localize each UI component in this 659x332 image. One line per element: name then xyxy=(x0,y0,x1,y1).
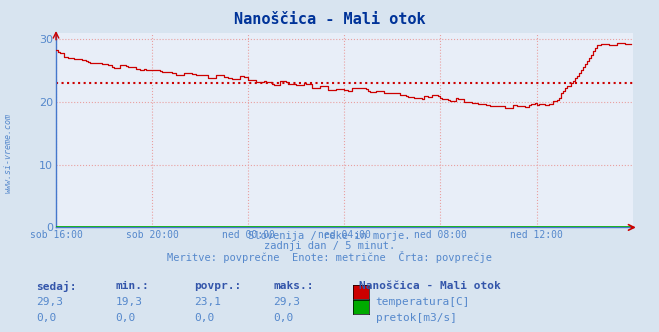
Text: 0,0: 0,0 xyxy=(194,313,215,323)
Text: 23,1: 23,1 xyxy=(194,297,221,307)
Text: Slovenija / reke in morje.: Slovenija / reke in morje. xyxy=(248,231,411,241)
Text: 29,3: 29,3 xyxy=(36,297,63,307)
Text: Nanoščica - Mali otok: Nanoščica - Mali otok xyxy=(234,12,425,27)
Text: min.:: min.: xyxy=(115,281,149,290)
Text: povpr.:: povpr.: xyxy=(194,281,242,290)
Text: maks.:: maks.: xyxy=(273,281,314,290)
Text: temperatura[C]: temperatura[C] xyxy=(376,297,470,307)
Text: pretok[m3/s]: pretok[m3/s] xyxy=(376,313,457,323)
Text: Nanoščica - Mali otok: Nanoščica - Mali otok xyxy=(359,281,501,290)
Text: Meritve: povprečne  Enote: metrične  Črta: povprečje: Meritve: povprečne Enote: metrične Črta:… xyxy=(167,251,492,263)
Text: 29,3: 29,3 xyxy=(273,297,301,307)
Text: zadnji dan / 5 minut.: zadnji dan / 5 minut. xyxy=(264,241,395,251)
Text: www.si-vreme.com: www.si-vreme.com xyxy=(4,113,13,193)
Text: 0,0: 0,0 xyxy=(115,313,136,323)
Text: 0,0: 0,0 xyxy=(36,313,57,323)
Text: 19,3: 19,3 xyxy=(115,297,142,307)
Text: sedaj:: sedaj: xyxy=(36,281,76,291)
Text: 0,0: 0,0 xyxy=(273,313,294,323)
